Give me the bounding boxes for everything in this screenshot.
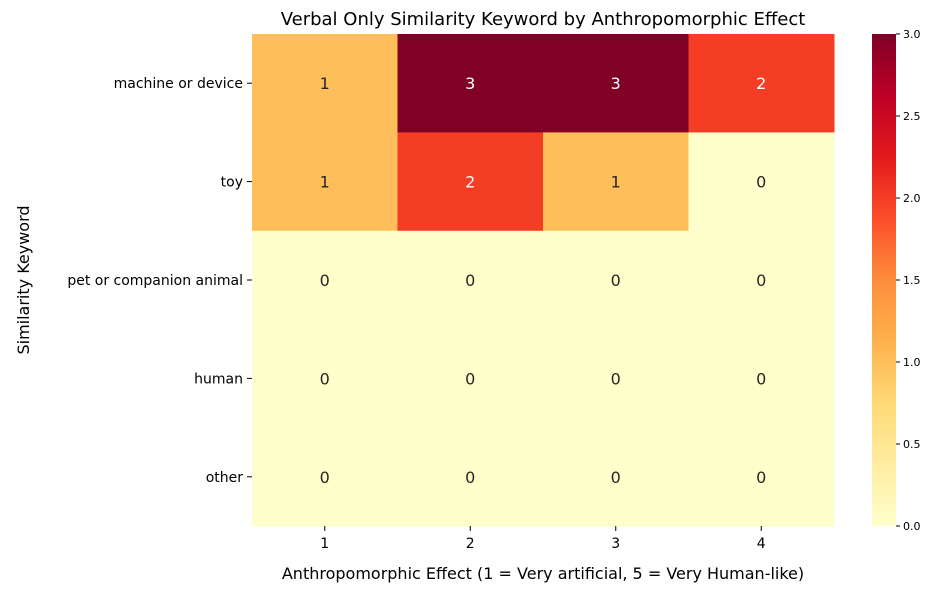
heatmap-cell bbox=[252, 132, 398, 232]
y-axis-label: Similarity Keyword bbox=[14, 205, 33, 354]
heatmap-cell bbox=[543, 427, 689, 527]
colorbar-tick-label: 1.0 bbox=[903, 356, 921, 369]
chart-title: Verbal Only Similarity Keyword by Anthro… bbox=[281, 9, 806, 30]
cell-value-label: 0 bbox=[611, 369, 621, 388]
colorbar-tick-label: 1.5 bbox=[903, 274, 921, 287]
cell-value-label: 0 bbox=[756, 271, 766, 290]
colorbar bbox=[872, 34, 896, 526]
x-tick-label: 2 bbox=[466, 536, 475, 552]
heatmap-cell bbox=[688, 230, 835, 330]
cell-value-label: 1 bbox=[611, 173, 621, 192]
heatmap-cell bbox=[397, 427, 544, 527]
x-axis-label: Anthropomorphic Effect (1 = Very artific… bbox=[282, 564, 804, 583]
cell-value-label: 0 bbox=[756, 468, 766, 487]
heatmap-cell bbox=[252, 34, 398, 133]
heatmap-cell bbox=[688, 427, 835, 527]
heatmap-cell bbox=[252, 230, 398, 330]
cell-value-label: 3 bbox=[465, 74, 475, 93]
heatmap-cell bbox=[688, 132, 835, 232]
cell-value-label: 0 bbox=[465, 271, 475, 290]
heatmap-cell bbox=[688, 34, 835, 133]
y-tick-label: machine or device bbox=[114, 76, 243, 92]
x-axis-ticks: 1 2 3 4 bbox=[320, 526, 766, 552]
cell-value-label: 1 bbox=[320, 173, 330, 192]
cell-value-label: 0 bbox=[465, 468, 475, 487]
cell-value-label: 0 bbox=[611, 468, 621, 487]
cell-value-label: 0 bbox=[611, 271, 621, 290]
cell-value-label: 0 bbox=[320, 271, 330, 290]
cell-value-label: 1 bbox=[320, 74, 330, 93]
colorbar-tick-label: 0.5 bbox=[903, 438, 921, 451]
heatmap-cells bbox=[252, 34, 835, 527]
heatmap-cell bbox=[688, 329, 835, 429]
x-tick-label: 3 bbox=[611, 536, 620, 552]
heatmap-cell bbox=[543, 230, 689, 330]
heatmap-cell bbox=[252, 427, 398, 527]
colorbar-tick-label: 3.0 bbox=[903, 28, 921, 41]
colorbar-ticks: 0.0 0.5 1.0 1.5 2.0 2.5 3.0 bbox=[896, 28, 921, 533]
cell-value-label: 0 bbox=[465, 369, 475, 388]
cell-value-label: 0 bbox=[756, 369, 766, 388]
y-axis-ticks: machine or device toy pet or companion ani… bbox=[67, 76, 252, 486]
cell-value-label: 0 bbox=[320, 468, 330, 487]
heatmap-cell bbox=[543, 34, 689, 133]
y-tick-label: toy bbox=[221, 175, 243, 191]
cell-value-label: 2 bbox=[756, 74, 766, 93]
heatmap-cell bbox=[397, 329, 544, 429]
heatmap-cell bbox=[543, 132, 689, 232]
heatmap-cell bbox=[397, 34, 544, 133]
y-tick-label: pet or companion animal bbox=[67, 273, 243, 289]
colorbar-tick-label: 2.5 bbox=[903, 110, 921, 123]
cell-value-label: 2 bbox=[465, 173, 475, 192]
cell-value-label: 0 bbox=[320, 369, 330, 388]
x-tick-label: 4 bbox=[757, 536, 766, 552]
cell-value-label: 0 bbox=[756, 173, 766, 192]
colorbar-tick-label: 2.0 bbox=[903, 192, 921, 205]
cell-annotations: 1 3 3 2 1 2 1 0 0 0 0 0 0 0 0 0 0 0 0 0 bbox=[320, 74, 767, 487]
x-tick-label: 1 bbox=[320, 536, 329, 552]
heatmap-cell bbox=[543, 329, 689, 429]
y-tick-label: human bbox=[194, 371, 243, 387]
colorbar-tick-label: 0.0 bbox=[903, 520, 921, 533]
heatmap-cell bbox=[397, 132, 544, 232]
heatmap-cell bbox=[397, 230, 544, 330]
heatmap-cell bbox=[252, 329, 398, 429]
y-tick-label: other bbox=[206, 470, 244, 486]
cell-value-label: 3 bbox=[611, 74, 621, 93]
